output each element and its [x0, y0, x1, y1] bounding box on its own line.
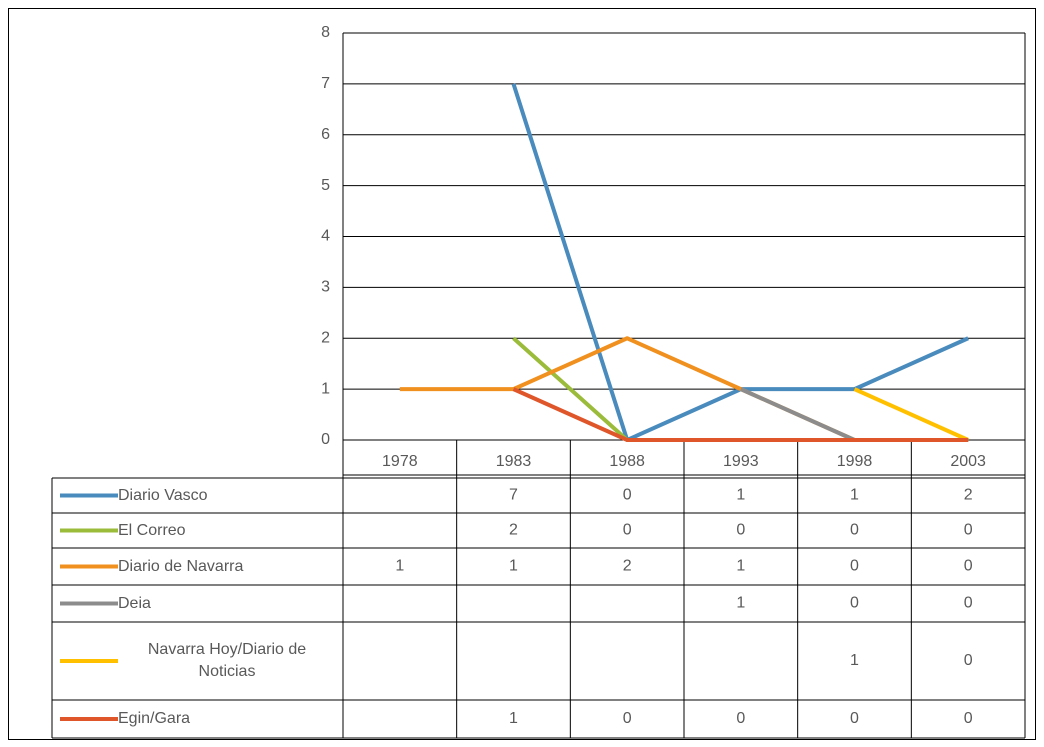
legend-text: Diario de Navarra: [118, 557, 244, 575]
table-value: 0: [964, 522, 973, 539]
legend-text: Diario Vasco: [118, 486, 208, 504]
legend-text: Egin/Gara: [118, 710, 191, 727]
table-value: 0: [964, 595, 973, 612]
table-value: 0: [623, 487, 632, 504]
y-tick-label: 1: [321, 380, 330, 397]
table-value: 0: [736, 710, 745, 727]
table-value: 7: [509, 487, 518, 504]
legend-text: Deia: [118, 594, 151, 612]
table-value: 2: [623, 558, 632, 575]
y-tick-label: 6: [321, 126, 330, 143]
table-value: 1: [850, 652, 859, 669]
y-tick-label: 7: [321, 75, 330, 92]
x-tick-label: 2003: [950, 453, 986, 470]
y-tick-label: 5: [321, 177, 330, 194]
table-value: 1: [395, 558, 404, 575]
table-value: 0: [736, 522, 745, 539]
x-tick-label: 1988: [609, 453, 645, 470]
table-value: 2: [509, 522, 518, 539]
table-value: 0: [850, 595, 859, 612]
table-value: 0: [623, 710, 632, 727]
series-line: [853, 387, 969, 442]
table-value: 0: [850, 710, 859, 727]
y-tick-label: 0: [321, 431, 330, 448]
y-tick-label: 3: [321, 279, 330, 296]
table-value: 1: [736, 487, 745, 504]
series-line: [512, 387, 969, 442]
series-line: [740, 387, 969, 442]
table-value: 0: [850, 522, 859, 539]
y-tick-label: 8: [321, 24, 330, 41]
table-value: 0: [964, 710, 973, 727]
table-value: 1: [509, 710, 518, 727]
legend-text: Navarra Hoy/Diario de Noticias: [147, 641, 307, 680]
table-value: 0: [623, 522, 632, 539]
table-value: 1: [850, 487, 859, 504]
x-tick-label: 1978: [382, 453, 418, 470]
x-tick-label: 1998: [837, 453, 873, 470]
x-tick-label: 1993: [723, 453, 759, 470]
table-value: 1: [736, 595, 745, 612]
table-value: 1: [509, 558, 518, 575]
x-tick-label: 1983: [496, 453, 532, 470]
series-line: [511, 83, 969, 442]
table-value: 0: [850, 558, 859, 575]
table-value: 0: [964, 652, 973, 669]
y-tick-label: 2: [321, 329, 330, 346]
table-value: 2: [964, 487, 973, 504]
y-tick-label: 4: [321, 228, 330, 245]
legend-text: El Correo: [118, 521, 186, 539]
chart-border: [8, 8, 1036, 740]
table-value: 1: [736, 558, 745, 575]
table-value: 0: [964, 558, 973, 575]
